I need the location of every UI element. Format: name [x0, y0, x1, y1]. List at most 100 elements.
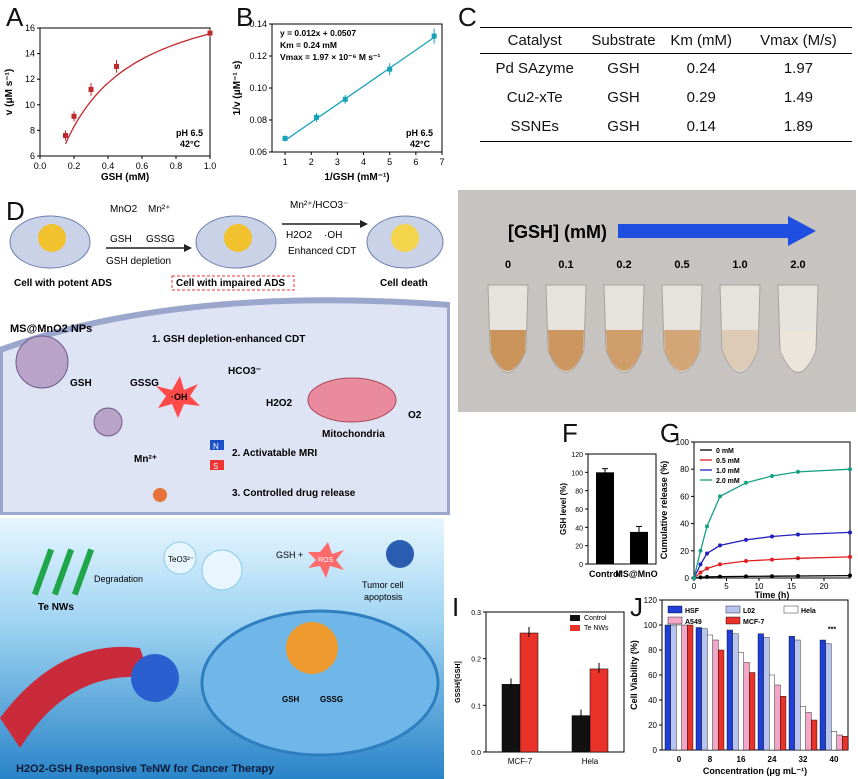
- bar: [743, 662, 750, 751]
- cell1-label: Cell with potent ADS: [14, 278, 112, 289]
- th-catalyst: Catalyst: [480, 27, 590, 54]
- cell-catalyst: Pd SAzyme: [495, 60, 574, 77]
- bar: [830, 731, 837, 751]
- cell-substrate: GSH: [589, 112, 658, 142]
- data-point: [71, 113, 77, 119]
- tube-liquid: [548, 330, 584, 371]
- x-tick-label: 1: [283, 157, 288, 167]
- y-tick-label: 40: [575, 525, 583, 532]
- data-point: [718, 543, 722, 548]
- oh-burst-icon: [156, 376, 200, 418]
- data-point: [770, 534, 774, 539]
- bar: [687, 624, 694, 751]
- cell-km: 0.14: [657, 112, 745, 142]
- te-nw-icon: [51, 548, 75, 596]
- tube-liquid: [664, 330, 700, 371]
- panel-h-illustration: Te NWs Degradation TeO3²⁻ GSH + ROS Tumo…: [0, 518, 444, 779]
- bubble-icon: [163, 541, 197, 575]
- x-category-label: Control: [589, 569, 621, 579]
- tumor-label: Tumor cell: [362, 580, 404, 590]
- x-tick-label: 3: [335, 157, 340, 167]
- bar: [589, 668, 609, 753]
- cell-vmax: 1.89: [744, 112, 852, 142]
- bar: [501, 684, 521, 753]
- n-text: N: [213, 442, 219, 451]
- panel-label-c: C: [458, 2, 477, 32]
- x-tick-label: 0.6: [136, 161, 149, 171]
- y-tick-label: 14: [25, 49, 35, 59]
- np-small-icon: [93, 407, 123, 437]
- data-point: [698, 575, 703, 580]
- chart-b-temp: 42°C: [410, 139, 431, 149]
- data-point: [744, 559, 748, 563]
- x-category-label: MS@MnO2: [615, 569, 658, 579]
- data-point: [88, 86, 94, 92]
- legend-swatch: [570, 625, 580, 631]
- table-row: Pd SAzyme GSH 0.24 1.97: [480, 54, 852, 84]
- tube-conc-label: 0.2: [616, 259, 631, 271]
- gssg-in-label: GSSG: [320, 695, 343, 704]
- y-tick-label: 80: [680, 465, 689, 474]
- y-tick-label: 8: [30, 125, 35, 135]
- tumor-cell: [200, 609, 440, 757]
- o2-text: O2: [408, 410, 422, 421]
- bubble-icon: [201, 549, 243, 591]
- legend-swatch: [725, 616, 741, 625]
- chart-b-eq3: Vmax = 1.97 × 10⁻⁶ M s⁻¹: [280, 52, 380, 62]
- mno2-text: MnO2: [110, 204, 138, 215]
- y-tick-label: 60: [648, 671, 657, 680]
- bar: [701, 628, 708, 751]
- legend-label: Control: [584, 615, 607, 622]
- step2-label: 2. Activatable MRI: [232, 448, 317, 459]
- mn2b-text: Mn²⁺: [134, 454, 157, 465]
- bar: [749, 672, 756, 751]
- bar: [757, 633, 764, 751]
- bar: [799, 706, 806, 751]
- data-point: [718, 494, 722, 499]
- y-tick-label: 0.1: [471, 703, 481, 710]
- panel-label-i: I: [452, 592, 460, 622]
- data-point: [796, 469, 800, 474]
- y-tick-label: 80: [575, 489, 583, 496]
- oh2-text: ·OH: [171, 392, 188, 402]
- n-pole-icon: [210, 440, 224, 450]
- fit-curve: [64, 33, 211, 145]
- data-point: [698, 570, 703, 575]
- y-axis-label: 1/v (μM⁻¹ s): [232, 61, 243, 116]
- bar: [681, 624, 688, 751]
- y-axis-label: v (μM s⁻¹): [4, 69, 15, 115]
- data-point: [718, 562, 722, 567]
- data-point: [718, 574, 722, 579]
- apoptosis-label: apoptosis: [364, 592, 403, 602]
- mn2-text: Mn²⁺: [148, 204, 171, 215]
- panel-label-a: A: [6, 2, 24, 32]
- bar: [774, 684, 781, 751]
- data-point: [342, 96, 348, 102]
- data-point: [848, 554, 852, 559]
- y-tick-label: 40: [648, 696, 657, 705]
- cell-km: 0.29: [686, 89, 716, 106]
- mito-label: Mitochondria: [322, 429, 385, 440]
- legend-swatch: [667, 605, 683, 614]
- x-tick-label: 0.8: [170, 161, 183, 171]
- data-point: [207, 30, 213, 36]
- chart-b-eq1: y = 0.012x + 0.0507: [280, 28, 356, 38]
- bar: [670, 624, 677, 751]
- bar: [737, 652, 744, 751]
- x-axis-label: Concentration (μg mL⁻¹): [703, 766, 807, 776]
- legend-swatch: [783, 605, 799, 614]
- oh-text: ·OH: [324, 230, 342, 241]
- y-tick-label: 0: [653, 746, 658, 755]
- bar: [676, 624, 683, 751]
- th-vmax: Vmax (M/s): [744, 27, 852, 54]
- h2o2b-text: H2O2: [266, 398, 293, 409]
- tumor-mass-icon: [131, 654, 179, 702]
- cell-km: 0.24: [686, 60, 716, 77]
- panel-d-schematic: Cell with potent ADS MnO2 Mn²⁺ GSH GSSG …: [0, 200, 450, 515]
- table-row: SSNEs GSH 0.14 1.89: [480, 112, 852, 142]
- bar: [630, 531, 648, 564]
- cell2-label: Cell with impaired ADS: [176, 278, 285, 289]
- legend-swatch: [725, 605, 741, 614]
- h-caption: H2O2-GSH Responsive TeNW for Cancer Ther…: [16, 763, 275, 775]
- data-point: [744, 537, 748, 542]
